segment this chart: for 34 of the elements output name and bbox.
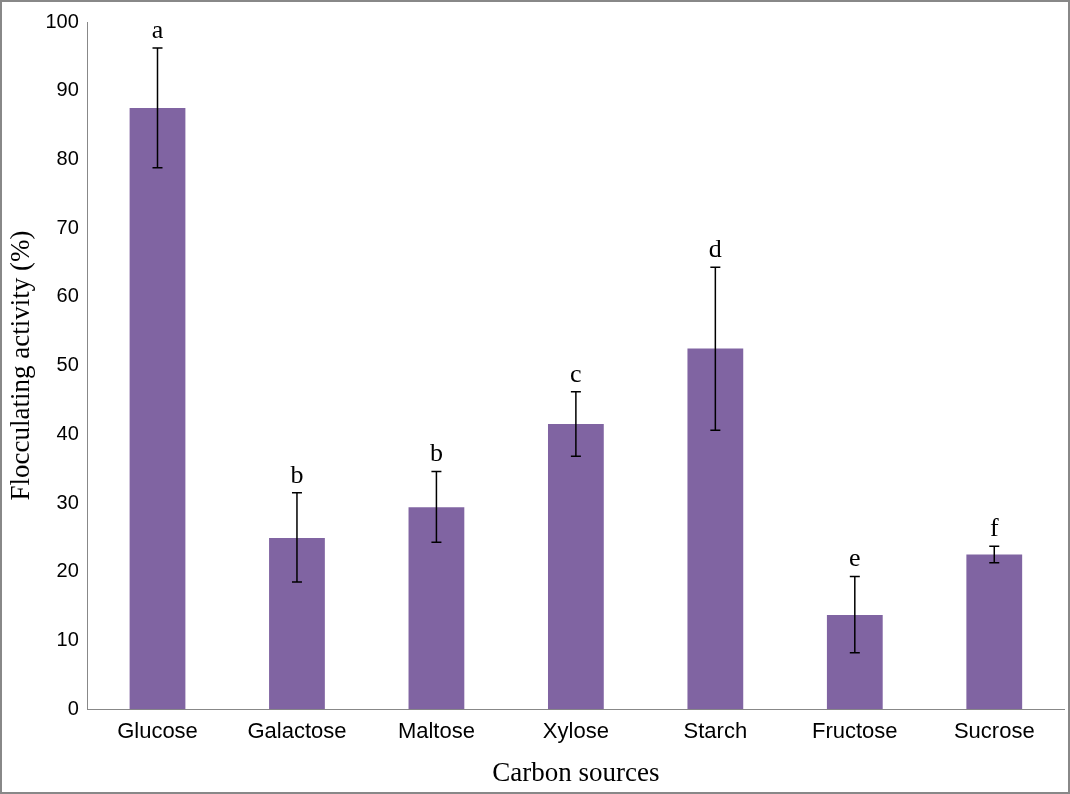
x-tick-label: Maltose xyxy=(397,718,475,744)
annotation: e xyxy=(849,543,861,573)
y-tick-label: 40 xyxy=(56,421,79,444)
bar xyxy=(966,554,1023,710)
annotation: d xyxy=(708,234,722,264)
annotation: b xyxy=(290,459,304,489)
y-tick-label: 10 xyxy=(56,628,79,650)
bar xyxy=(687,348,744,710)
y-axis-title: Flocculating activity (%) xyxy=(5,230,36,501)
y-tick-label: 60 xyxy=(56,284,79,307)
x-tick-label: Xylose xyxy=(542,718,609,744)
y-tick-label: 20 xyxy=(56,559,79,582)
bar xyxy=(826,615,883,710)
x-tick-label: Sucrose xyxy=(953,718,1035,744)
annotation: f xyxy=(989,513,999,543)
x-tick-label: Starch xyxy=(683,718,748,744)
annotation: c xyxy=(570,358,582,388)
y-tick-label: 50 xyxy=(56,353,79,376)
y-tick-label: 70 xyxy=(56,215,79,238)
x-tick-label: Glucose xyxy=(117,718,198,744)
x-tick-label: Fructose xyxy=(812,718,898,744)
y-tick-label: 100 xyxy=(45,9,79,32)
y-tick-label: 0 xyxy=(67,696,79,719)
y-tick-label: 30 xyxy=(56,490,79,513)
y-tick-label: 90 xyxy=(56,78,79,101)
bar xyxy=(269,538,325,710)
x-axis-title: Carbon sources xyxy=(492,756,660,787)
bar xyxy=(547,424,604,710)
bar xyxy=(129,107,186,710)
y-tick-label: 80 xyxy=(56,146,79,169)
annotation: b xyxy=(429,438,443,468)
bar xyxy=(408,507,465,710)
annotation: a xyxy=(151,14,164,44)
x-tick-label: Galactose xyxy=(247,718,347,744)
